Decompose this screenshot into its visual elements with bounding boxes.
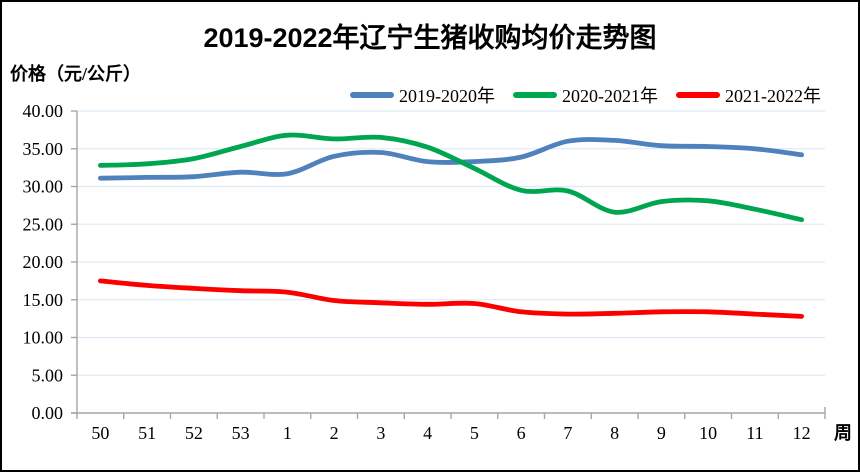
legend-label: 2019-2020年 bbox=[399, 86, 495, 106]
y-tick-label: 15.00 bbox=[23, 290, 64, 310]
y-tick-label: 20.00 bbox=[23, 252, 64, 272]
y-tick-label: 10.00 bbox=[23, 328, 64, 348]
legend-item-2020-2021: 2020-2021年 bbox=[513, 82, 658, 108]
x-tick-label: 1 bbox=[283, 423, 292, 443]
y-tick-label: 0.00 bbox=[32, 403, 64, 423]
legend-item-2021-2022: 2021-2022年 bbox=[676, 82, 821, 108]
x-tick-label: 51 bbox=[138, 423, 156, 443]
x-tick-label: 53 bbox=[232, 423, 250, 443]
legend-label: 2020-2021年 bbox=[562, 86, 658, 106]
y-tick-label: 40.00 bbox=[23, 101, 64, 121]
legend: 2019-2020年 2020-2021年 2021-2022年 bbox=[350, 82, 821, 108]
x-tick-label: 52 bbox=[185, 423, 203, 443]
series-line-2019-2020年 bbox=[98, 137, 804, 181]
x-tick-label: 8 bbox=[610, 423, 619, 443]
y-axis-title: 价格（元/公斤） bbox=[10, 64, 142, 84]
x-tick-label: 4 bbox=[423, 423, 432, 443]
x-axis-unit-label: 周 bbox=[834, 423, 852, 443]
x-tick-label: 6 bbox=[517, 423, 526, 443]
x-tick-label: 5 bbox=[470, 423, 479, 443]
legend-label: 2021-2022年 bbox=[725, 86, 821, 106]
legend-line-swatch-green bbox=[513, 92, 557, 98]
legend-line-swatch-blue bbox=[350, 92, 394, 98]
x-tick-label: 2 bbox=[330, 423, 339, 443]
series-line-2020-2021年 bbox=[98, 132, 804, 223]
chart-title: 2019-2022年辽宁生猪收购均价走势图 bbox=[203, 23, 657, 53]
x-tick-label: 50 bbox=[91, 423, 109, 443]
x-tick-label: 3 bbox=[376, 423, 385, 443]
x-tick-label: 11 bbox=[746, 423, 763, 443]
x-tick-label: 7 bbox=[563, 423, 572, 443]
x-tick-label: 12 bbox=[793, 423, 811, 443]
x-tick-label: 10 bbox=[699, 423, 717, 443]
x-tick-label: 9 bbox=[657, 423, 666, 443]
legend-item-2019-2020: 2019-2020年 bbox=[350, 82, 495, 108]
y-tick-label: 35.00 bbox=[23, 139, 64, 159]
series-line-2021-2022年 bbox=[98, 278, 804, 319]
y-tick-label: 25.00 bbox=[23, 214, 64, 234]
legend-line-swatch-red bbox=[676, 92, 720, 98]
y-tick-label: 5.00 bbox=[32, 365, 64, 385]
y-tick-label: 30.00 bbox=[23, 177, 64, 197]
